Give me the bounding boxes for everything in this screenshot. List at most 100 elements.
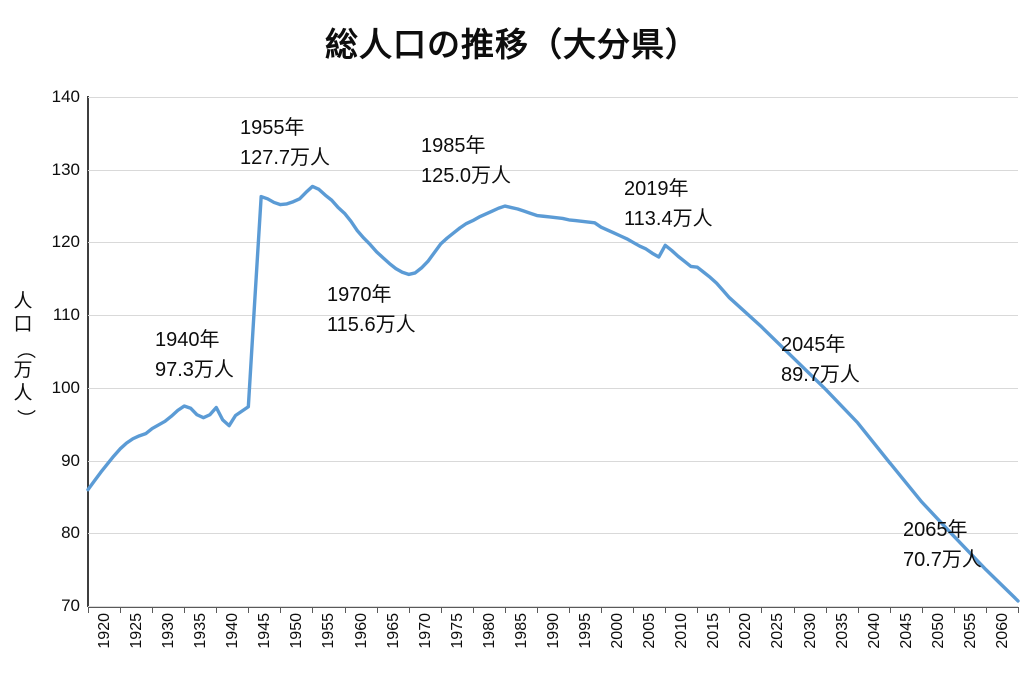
x-tick-mark [440, 607, 442, 613]
x-tick-label: 2010 [673, 613, 691, 649]
annotation-year-label: 1955年 [240, 117, 305, 139]
x-tick-label: 2050 [929, 613, 947, 649]
x-tick-label: 1930 [160, 613, 178, 649]
y-tick-label: 140 [51, 87, 80, 106]
x-tick-label: 1985 [512, 613, 530, 649]
annotation-1985: 1985年 125.0万人 [421, 131, 511, 192]
x-tick-mark [408, 607, 410, 613]
x-tick-label: 1955 [320, 613, 338, 649]
gridline-horizontal [88, 97, 1018, 98]
x-tick-mark [152, 607, 154, 613]
annotation-2045: 2045年 89.7万人 [781, 330, 860, 391]
annotation-year-label: 1985年 [421, 135, 486, 157]
x-tick-label: 1920 [96, 613, 113, 649]
annotation-value-label: 125.0万人 [421, 165, 512, 188]
x-tick-label: 1945 [256, 613, 274, 649]
y-tick-label: 110 [52, 305, 80, 325]
annotation-year-label: 2019年 [624, 178, 689, 200]
annotation-2065: 2065年 70.7万人 [903, 515, 982, 576]
y-axis-title-char: 口 [13, 314, 33, 335]
x-tick-mark [665, 607, 667, 613]
y-axis-tick-labels: 140 130 120 110 100 90 80 70 [12, 0, 80, 673]
x-tick-mark [504, 607, 506, 613]
x-tick-label: 1990 [544, 613, 562, 649]
x-tick-mark [569, 607, 571, 613]
annotation-year-label: 1940年 [155, 329, 220, 351]
x-tick-label: 1965 [384, 613, 402, 649]
annotation-1955: 1955年 127.7万人 [240, 113, 330, 174]
x-tick-mark [216, 607, 218, 613]
x-tick-label: 1970 [416, 613, 434, 649]
gridline-horizontal [88, 606, 1018, 607]
x-tick-label: 1980 [480, 613, 498, 649]
y-tick-label: 80 [61, 523, 80, 543]
x-tick-mark [120, 607, 122, 613]
chart-title: 総人口の推移（大分県） [325, 26, 699, 63]
x-tick-label: 2015 [705, 613, 723, 649]
x-tick-mark [825, 607, 827, 613]
x-tick-label: 2045 [897, 613, 915, 649]
y-axis-title-char: 万 [13, 360, 33, 381]
x-tick-mark [472, 607, 474, 613]
x-tick-label: 2025 [769, 613, 787, 649]
y-tick-label: 120 [51, 232, 80, 252]
x-tick-mark [729, 607, 731, 613]
x-tick-mark [184, 607, 186, 613]
x-tick-mark [1018, 607, 1019, 613]
x-tick-mark [697, 607, 699, 613]
x-tick-mark [376, 607, 378, 613]
x-tick-mark [793, 607, 795, 613]
x-tick-mark [761, 607, 763, 613]
y-axis-title: 人口（万人） [6, 292, 40, 430]
x-tick-label: 2035 [833, 613, 851, 649]
annotation-1970: 1970年 115.6万人 [327, 280, 416, 341]
x-tick-mark [953, 607, 955, 613]
annotation-value-label: 127.7万人 [240, 147, 331, 170]
x-tick-label: 2030 [801, 613, 819, 649]
y-tick-label: 90 [61, 450, 80, 470]
x-tick-mark [985, 607, 987, 613]
annotation-value-label: 97.3万人 [155, 359, 234, 382]
x-tick-label: 1960 [352, 613, 370, 649]
y-tick-label: 100 [51, 377, 80, 397]
x-tick-label: 2060 [993, 613, 1011, 649]
x-tick-mark [344, 607, 346, 613]
x-tick-label: 2055 [961, 613, 979, 649]
annotation-year-label: 1970年 [327, 284, 392, 306]
x-tick-label: 1975 [448, 613, 466, 649]
y-tick-label: 70 [61, 596, 80, 615]
annotation-1940: 1940年 97.3万人 [155, 325, 234, 386]
x-tick-label: 1950 [288, 613, 306, 649]
x-tick-label: 1925 [128, 613, 146, 649]
x-tick-mark [248, 607, 250, 613]
x-tick-label: 2005 [641, 613, 659, 649]
x-tick-label: 2040 [865, 613, 883, 649]
x-tick-label: 1940 [224, 613, 242, 649]
y-axis-title-char: 人 [13, 383, 33, 404]
x-tick-mark [857, 607, 859, 613]
annotation-value-label: 115.6万人 [327, 314, 416, 337]
x-tick-label: 1995 [577, 613, 595, 649]
x-tick-label: 2020 [737, 613, 755, 649]
x-tick-label: 1935 [192, 613, 210, 649]
annotation-year-label: 2045年 [781, 334, 846, 356]
x-tick-mark [633, 607, 635, 613]
annotation-value-label: 70.7万人 [903, 549, 982, 572]
x-tick-mark [312, 607, 314, 613]
x-tick-mark [280, 607, 282, 613]
y-tick-label: 130 [51, 159, 80, 179]
annotation-year-label: 2065年 [903, 519, 968, 541]
x-tick-mark [88, 607, 89, 613]
y-axis-title-char: 人 [13, 291, 33, 312]
annotation-2019: 2019年 113.4万人 [624, 174, 713, 235]
x-tick-label: 2000 [609, 613, 627, 649]
x-tick-mark [536, 607, 538, 613]
x-tick-mark [601, 607, 603, 613]
gridline-horizontal [88, 169, 1018, 171]
x-tick-mark [889, 607, 891, 613]
annotation-value-label: 89.7万人 [781, 364, 860, 387]
x-tick-mark [921, 607, 923, 613]
annotation-value-label: 113.4万人 [624, 208, 713, 231]
